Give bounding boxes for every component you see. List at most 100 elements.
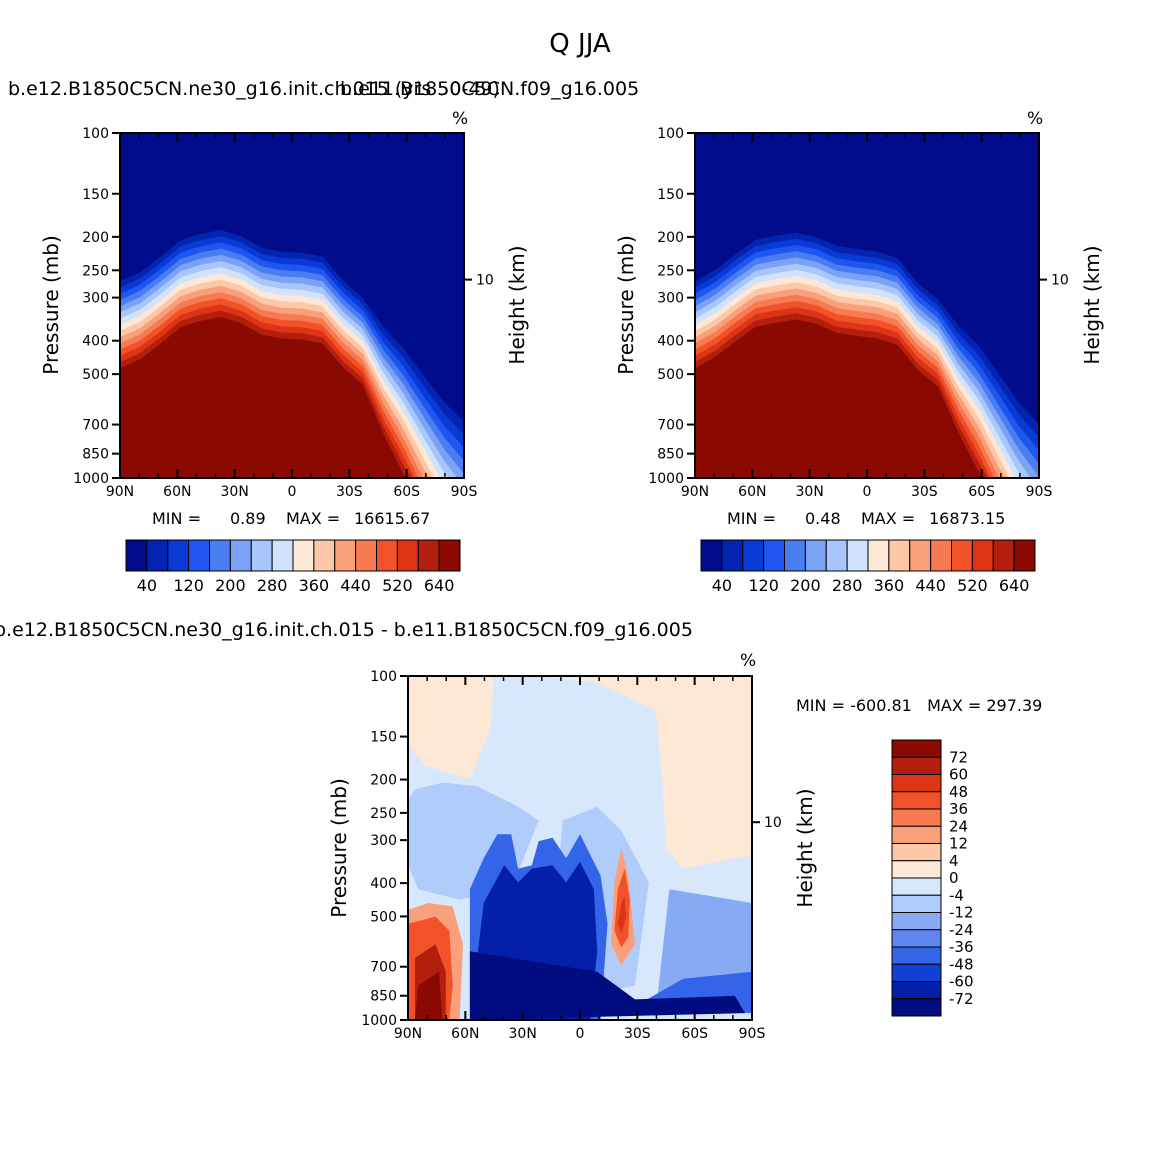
panel-b-ytick-label: 500 [657, 367, 684, 383]
panel-a-ylabel: Pressure (mb) [39, 235, 63, 375]
panel-c-cb-label: -36 [949, 938, 974, 956]
panel-c-xtick-label: 30S [624, 1026, 651, 1042]
panel-c-xtick-label: 60S [681, 1026, 708, 1042]
panel-a-max-value: 16615.67 [354, 509, 430, 528]
panel-a-ytick-label: 200 [82, 230, 109, 246]
panel-c-cb-swatch [891, 739, 942, 758]
panel-a-cb-swatch [167, 539, 190, 572]
panel-c-cb-swatch [891, 877, 942, 896]
panel-c-cb-label: -4 [949, 886, 964, 904]
panel-c-cb-swatch [891, 825, 942, 844]
panel-b-cb-label: 40 [712, 576, 732, 595]
panel-c-ylabel-right: Height (km) [793, 788, 817, 907]
panel-c-ytick-label: 200 [370, 773, 397, 789]
panel-a-subtitle-right: b.e11.B1850C5CN.f09_g16.005 [340, 78, 639, 100]
panel-a-xtick-label: 90S [451, 484, 478, 500]
panel-a-cb-label: 520 [382, 576, 413, 595]
panel-c-ytick-label: 500 [370, 909, 397, 925]
panel-c-band [408, 676, 494, 780]
panel-c-cb-swatch [891, 963, 942, 982]
panel-b-cb-swatch [846, 539, 869, 572]
panel-c-cb-swatch [891, 946, 942, 965]
panel-c-xtick-label: 0 [576, 1026, 585, 1042]
panel-a-cb-swatch [376, 539, 398, 572]
panel-a-xtick-label: 30N [221, 484, 249, 500]
panel-c-cb-swatch [891, 791, 942, 810]
panel-a-subtitle-left: b.e12.B1850C5CN.ne30_g16.init.ch.015 (yr… [8, 78, 500, 100]
panel-b-cb-label: 520 [957, 576, 988, 595]
panel-c-cb-swatch [891, 929, 942, 948]
panel-b-cb-swatch [825, 539, 848, 572]
panel-b-cb-swatch [930, 539, 952, 572]
panel-c-ytick-label: 300 [370, 833, 397, 849]
panel-b-ylabel-right: Height (km) [1080, 245, 1104, 364]
panel-b-ytick-label: 150 [657, 187, 684, 203]
panel-a-ytick-label: 400 [82, 334, 109, 350]
panel-b-cb-label: 280 [832, 576, 863, 595]
panel-b-min-label: MIN = [727, 509, 776, 528]
panel-b-xtick-label: 30N [796, 484, 824, 500]
panel-c-cb-label: 36 [949, 800, 968, 818]
panel-c-cb-label: 12 [949, 835, 968, 853]
panel-b-cb-swatch [804, 539, 827, 572]
panel-b-cb-label: 360 [874, 576, 905, 595]
panel-a-ytick-label: 500 [82, 367, 109, 383]
main-title: Q JJA [549, 29, 611, 59]
panel-b-ytick-label: 300 [657, 291, 684, 307]
panel-c-cb-swatch [891, 774, 942, 793]
panel-a-cb-swatch [313, 539, 336, 572]
panel-b-cb-swatch [784, 539, 806, 572]
panel-b-cb-swatch [992, 539, 1015, 572]
panel-a-xtick-label: 30S [336, 484, 363, 500]
panel-a-xtick-label: 0 [288, 484, 297, 500]
panel-c-cb-swatch [891, 860, 942, 879]
panel-c-minmax: MIN = -600.81 MAX = 297.39 [796, 696, 1042, 715]
panel-b-cb-label: 640 [999, 576, 1030, 595]
panel-c-ytick-label: 100 [370, 669, 397, 685]
panel-b-cb-label: 200 [790, 576, 821, 595]
panel-a-cb-swatch [271, 539, 294, 572]
panel-a-ytick-label: 700 [82, 418, 109, 434]
panel-b-max-label: MAX = [861, 509, 915, 528]
panel-b-cb-label: 120 [748, 576, 779, 595]
panel-b-colorbar: 40 120 200 280 360 440 520 640 [700, 539, 1036, 595]
panel-b-cb-swatch [867, 539, 890, 572]
panel-b-max-value: 16873.15 [929, 509, 1005, 528]
panel-c-cb-swatch [891, 894, 942, 913]
panel-b-cb-swatch [951, 539, 973, 572]
panel-b-ytick-label: 250 [657, 263, 684, 279]
panel-a-cb-label: 360 [299, 576, 330, 595]
panel-a-cb-label: 200 [215, 576, 246, 595]
panel-c-cb-swatch [891, 912, 942, 931]
panel-a-cb-swatch [396, 539, 419, 572]
panel-a-min-label: MIN = [152, 509, 201, 528]
panel-c-cb-swatch [891, 998, 942, 1017]
panel-b-ylabel: Pressure (mb) [614, 235, 638, 375]
panel-b-cb-swatch [721, 539, 744, 572]
panel-b-cb-swatch [888, 539, 911, 572]
panel-c-ytick-label: 150 [370, 730, 397, 746]
panel-a-cb-swatch [292, 539, 315, 572]
panel-c-cb-label: -24 [949, 921, 974, 939]
panel-b-xtick-label: 60S [968, 484, 995, 500]
panel-c-ylabel: Pressure (mb) [327, 778, 351, 918]
panel-c-xtick-label: 30N [509, 1026, 537, 1042]
panel-b-plot: 100 150 200 250 300 400 500 700 850 1000 10 90N 60N 3… [648, 126, 1068, 500]
panel-a-cb-label: 280 [257, 576, 288, 595]
panel-b-ytick-right-label: 10 [1051, 273, 1069, 289]
panel-b-cb-swatch [763, 539, 785, 572]
panel-c-cb-label: 0 [949, 869, 959, 887]
panel-b-ytick-label: 100 [657, 126, 684, 142]
panel-a-ytick-label: 250 [82, 263, 109, 279]
panel-c-ytick-label: 850 [370, 989, 397, 1005]
panel-b-xtick-label: 0 [863, 484, 872, 500]
panel-a-cb-swatch [334, 539, 357, 572]
panel-b-xtick-label: 90N [681, 484, 709, 500]
panel-a-xtick-label: 60N [163, 484, 191, 500]
panel-a-xtick-label: 60S [393, 484, 420, 500]
panel-c-xtick-label: 90S [739, 1026, 766, 1042]
panel-a-xtick-label: 90N [106, 484, 134, 500]
panel-c-plot: 100 150 200 250 300 400 500 700 850 1000 10 90N 60N 3… [361, 669, 781, 1042]
